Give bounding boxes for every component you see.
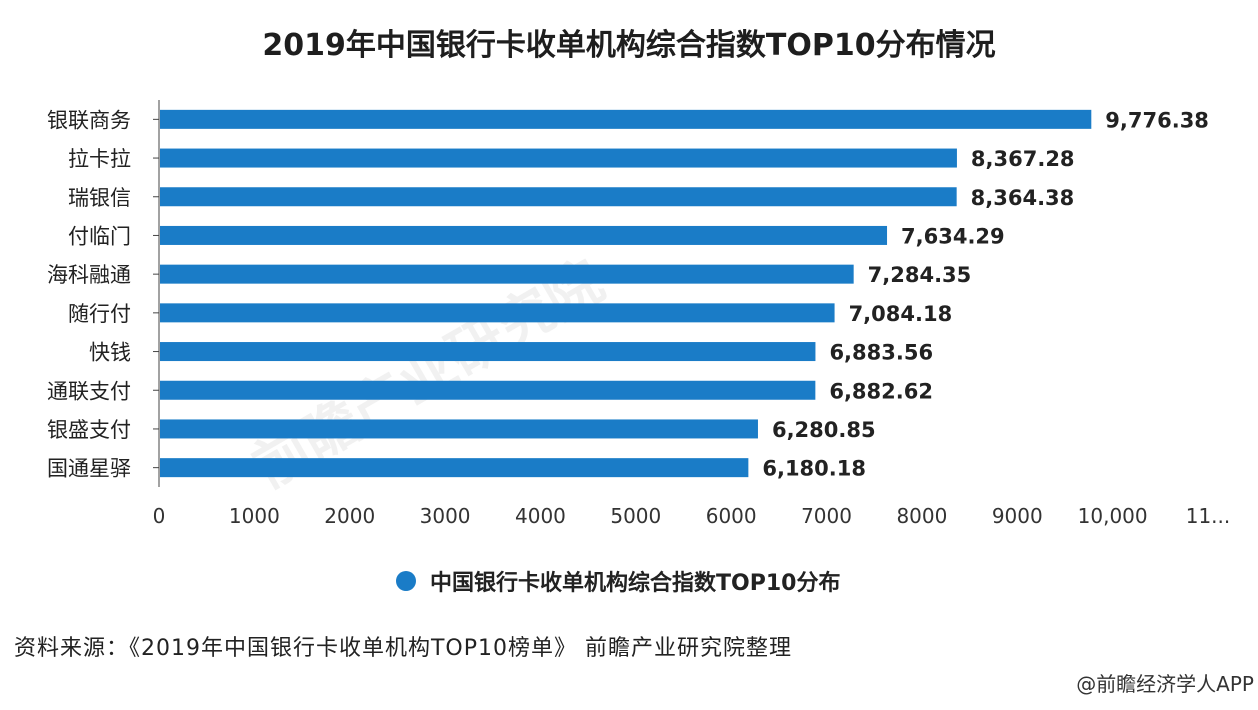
data-label: 6,883.56 <box>829 341 933 365</box>
x-tick-label: 6000 <box>706 504 757 528</box>
chart-title: 2019年中国银行卡收单机构综合指数TOP10分布情况 <box>262 28 996 63</box>
y-tick-label: 拉卡拉 <box>68 147 131 171</box>
credit-text: @前瞻经济学人APP <box>1076 672 1254 696</box>
y-tick-label: 付临门 <box>68 224 131 248</box>
x-tick-label: 3000 <box>420 504 471 528</box>
x-tick-label: 11... <box>1186 504 1231 528</box>
bar <box>160 458 749 478</box>
x-tick-label: 2000 <box>324 504 375 528</box>
legend-marker <box>396 571 416 591</box>
bar <box>160 225 888 245</box>
bar <box>160 342 816 362</box>
data-label: 8,364.38 <box>971 186 1075 210</box>
y-tick-label: 随行付 <box>68 302 131 326</box>
bar <box>160 380 816 400</box>
data-label: 7,634.29 <box>901 224 1005 248</box>
y-tick-label: 海科融通 <box>47 263 131 287</box>
y-tick-label: 银联商务 <box>47 108 131 132</box>
data-label: 8,367.28 <box>971 147 1075 171</box>
x-tick-label: 5000 <box>610 504 661 528</box>
data-label: 6,180.18 <box>762 457 866 481</box>
y-tick-label: 瑞银信 <box>68 186 131 210</box>
source-note: 资料来源：《2019年中国银行卡收单机构TOP10榜单》 前瞻产业研究院整理 <box>14 636 792 661</box>
bar <box>160 187 957 207</box>
x-tick-label: 0 <box>153 504 166 528</box>
bar <box>160 303 835 323</box>
x-tick-label: 8000 <box>896 504 947 528</box>
data-label: 7,084.18 <box>849 302 953 326</box>
data-label: 9,776.38 <box>1105 108 1209 132</box>
y-tick-label: 银盛支付 <box>47 418 131 442</box>
y-tick-label: 快钱 <box>89 341 131 365</box>
legend-label: 中国银行卡收单机构综合指数TOP10分布 <box>430 571 841 596</box>
bar-chart: 银联商务 9,776.38 拉卡拉 8,367.28 瑞银信 8,364.38 付临门 7,6… <box>47 100 1231 528</box>
data-label: 7,284.35 <box>868 263 972 287</box>
bar <box>160 148 957 168</box>
x-tick-label: 9000 <box>992 504 1043 528</box>
x-tick-label: 10,000 <box>1078 504 1148 528</box>
bar <box>160 419 758 439</box>
bar <box>160 109 1092 129</box>
x-tick-label: 7000 <box>801 504 852 528</box>
y-tick-label: 国通星驿 <box>47 457 131 481</box>
y-tick-label: 通联支付 <box>47 379 131 403</box>
bar <box>160 264 854 284</box>
x-tick-label: 1000 <box>229 504 280 528</box>
x-tick-label: 4000 <box>515 504 566 528</box>
data-label: 6,882.62 <box>829 379 933 403</box>
data-label: 6,280.85 <box>772 418 876 442</box>
chart-legend: 中国银行卡收单机构综合指数TOP10分布 <box>396 566 840 596</box>
